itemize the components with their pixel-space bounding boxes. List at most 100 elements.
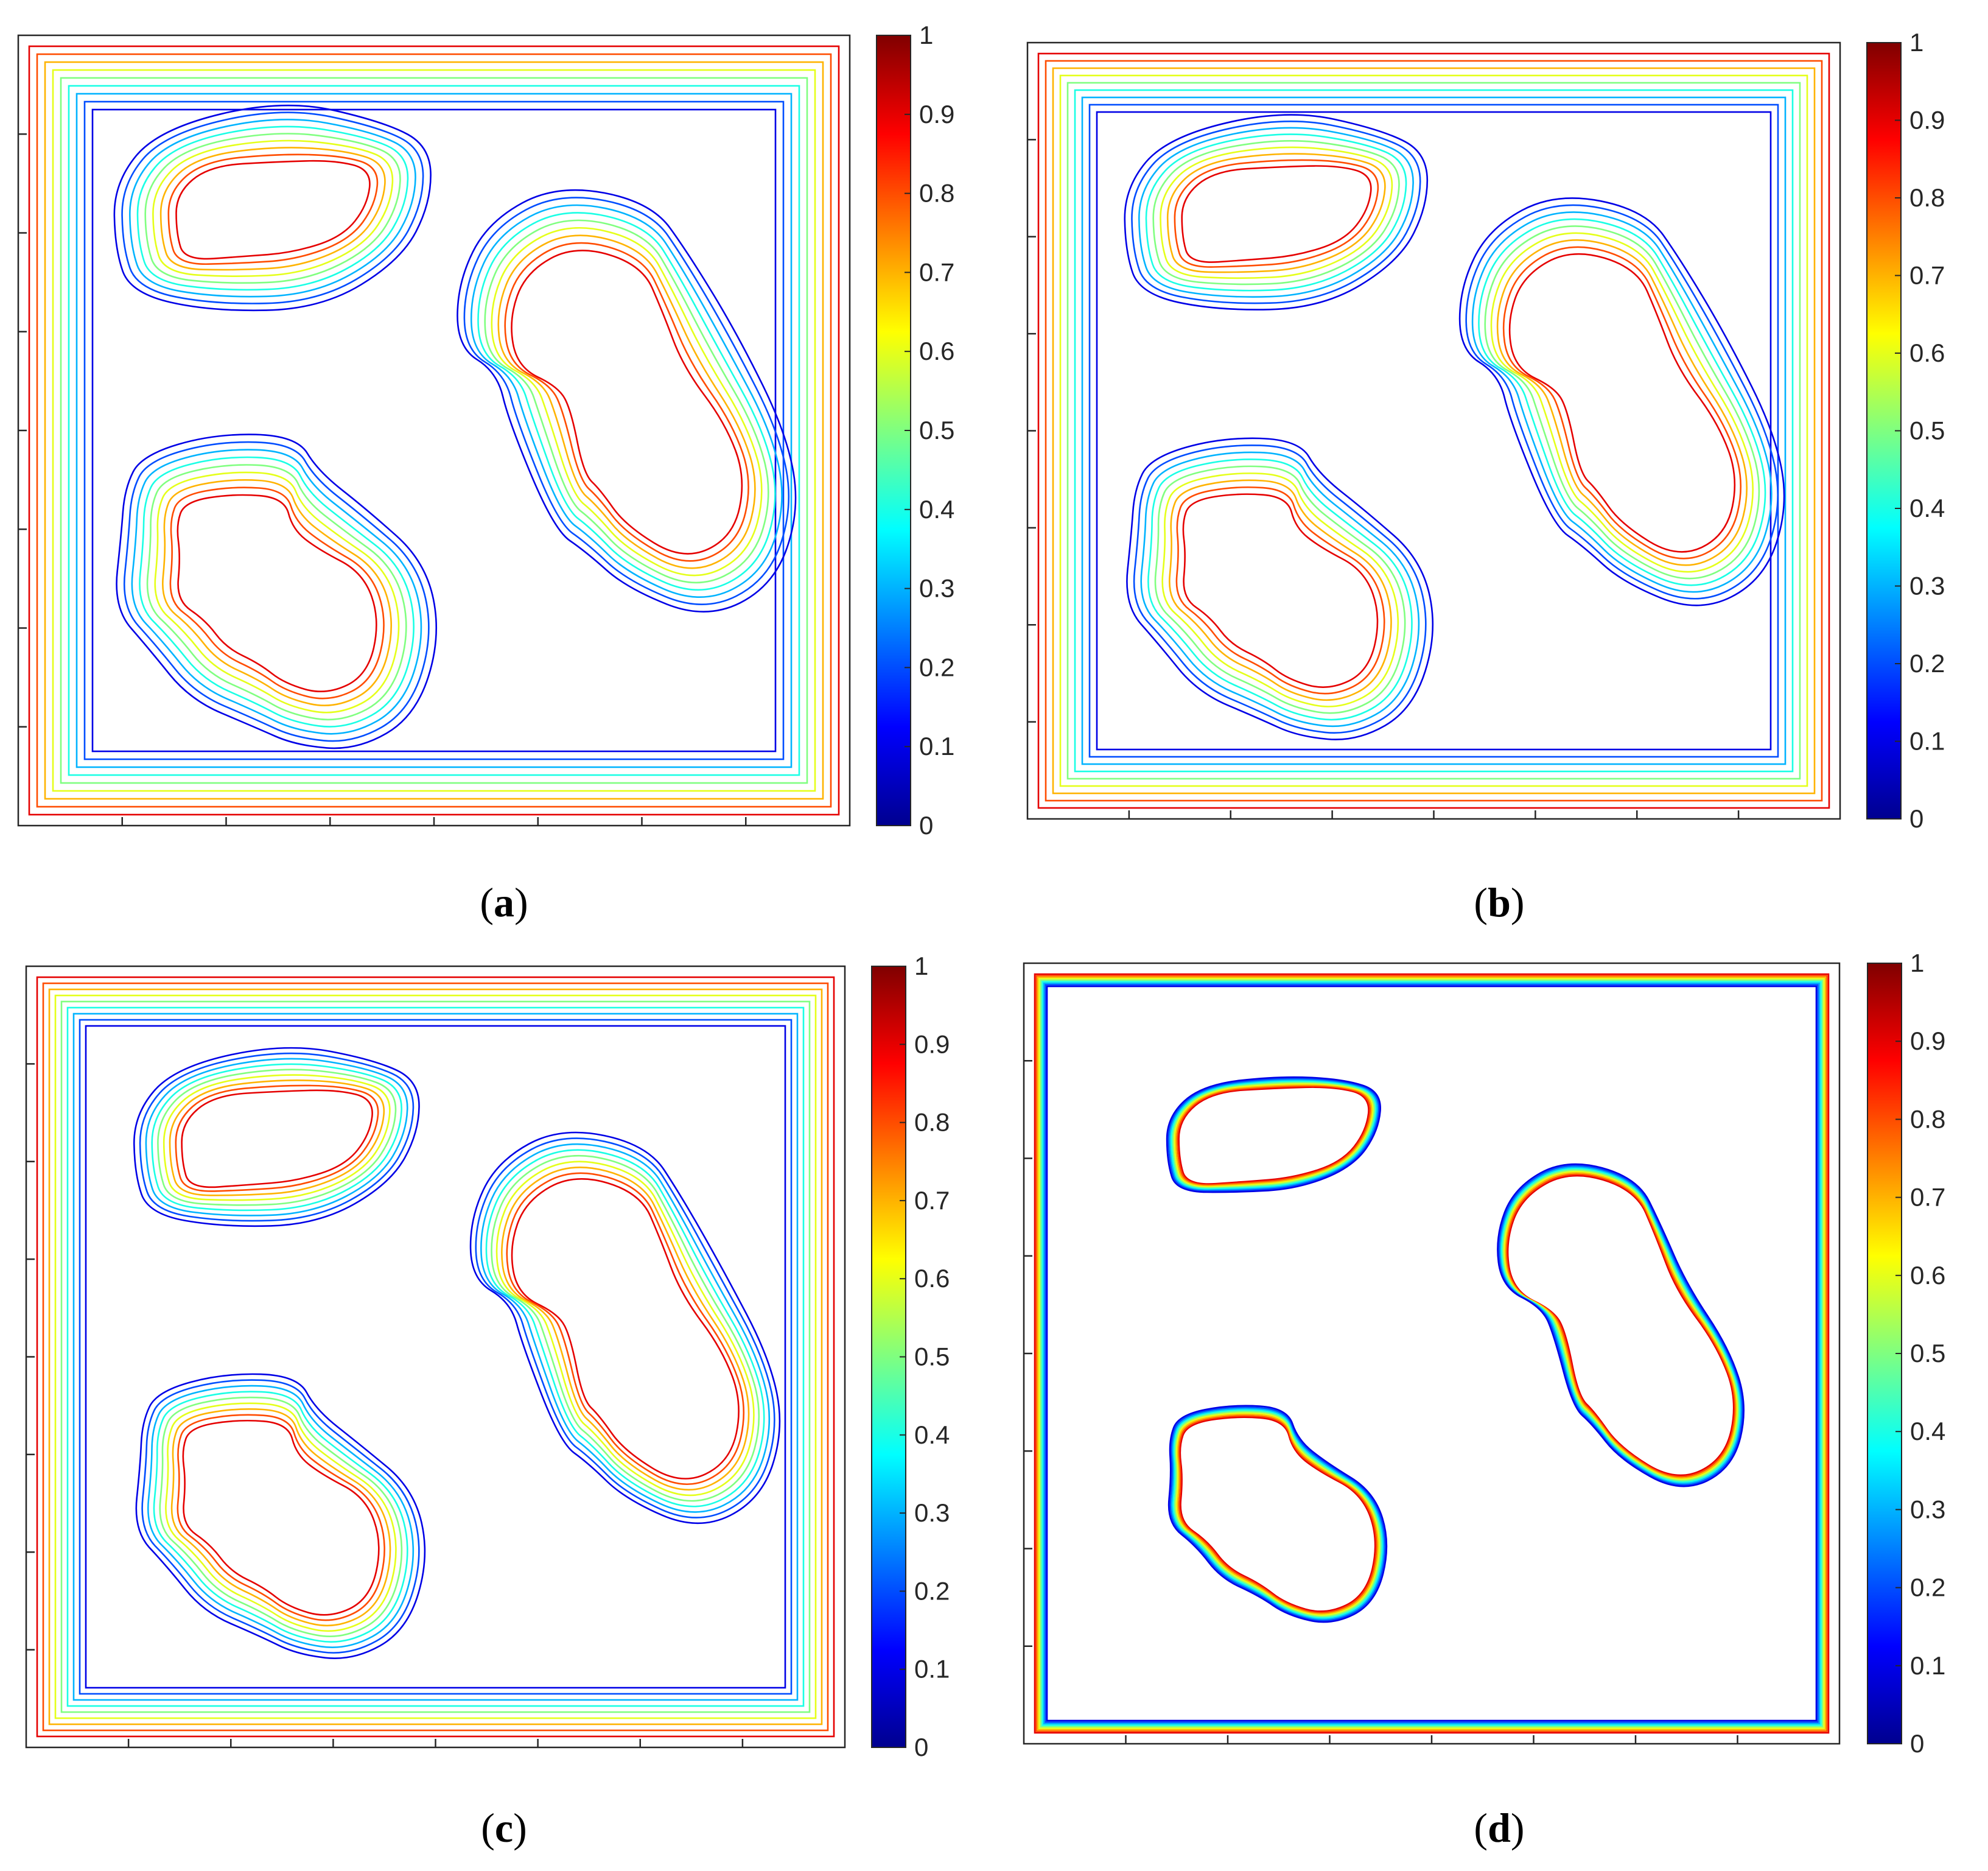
blob-bottom-left-contour-0.5 [146, 464, 407, 721]
contours-d [1034, 973, 1830, 1734]
blob-top-left-contour-0.7 [1166, 153, 1386, 273]
blob-top-left-contour-0.6 [1160, 146, 1393, 279]
frame-contour-0.8 [42, 982, 829, 1732]
blob-right-contour-0.2 [1465, 204, 1779, 600]
colorbar-tick-label: 1 [919, 21, 933, 49]
blob-bottom-left-contour-0.7 [170, 1408, 391, 1627]
blob-right-contour-0.5 [491, 1154, 760, 1502]
blob-bottom-left-contour-0.4 [1172, 1409, 1384, 1619]
blob-top-left-contour-0.7 [169, 1079, 385, 1196]
colorbar-tick-label: 0.7 [914, 1186, 950, 1215]
blob-top-left-contour-0.2 [1131, 120, 1421, 304]
blob-right-contour-0.6 [1503, 1170, 1738, 1481]
frame-contour-0.6 [1038, 978, 1825, 1729]
blob-right-contour-0.5 [1502, 1169, 1740, 1482]
blob-top-left-contour-0.1 [1124, 114, 1429, 311]
frame-contour-0.4 [1041, 981, 1822, 1726]
frame-contour-0.9 [1034, 973, 1830, 1734]
frame-contour-0.2 [79, 1019, 793, 1695]
colorbar-tick-label: 0.5 [1909, 416, 1945, 445]
blob-top-left-contour-0.5 [157, 1069, 397, 1206]
blob-right-contour-0.7 [497, 234, 756, 569]
panel-b: 0 0.1 0.2 0.3 0.4 0.5 0.6 0.7 0.8 0.9 1 (b) [1026, 28, 1945, 925]
panel-label-a: (a) [480, 879, 528, 925]
blob-right-contour-0.6 [491, 226, 763, 577]
blob-top-left-contour-0.1 [1166, 1076, 1381, 1193]
blob-bottom-left-contour-0.6 [1161, 472, 1399, 707]
frame-contour-0.4 [1074, 89, 1794, 773]
frame-contour-0.5 [1040, 979, 1824, 1728]
blob-top-left-contour-0.8 [167, 153, 379, 265]
colorbar-tick-label: 0.8 [1909, 183, 1945, 212]
colorbar-tick-label: 0.9 [1909, 106, 1945, 135]
blob-right-contour-0.3 [480, 1143, 771, 1513]
colorbar-tick-label: 0.9 [914, 1030, 950, 1058]
blob-right-contour-0.3 [1471, 211, 1773, 593]
blob-bottom-left-contour-0.3 [1140, 451, 1420, 728]
blob-right-contour-0.8 [1502, 246, 1742, 560]
colorbar-tick-label: 0.1 [1910, 1651, 1945, 1680]
blob-top-left-contour-0.3 [128, 119, 416, 298]
colorbar-tick-label: 0.6 [1910, 1261, 1945, 1290]
colorbar-tick-label: 0.7 [919, 258, 954, 286]
frame-contour-0.5 [60, 77, 808, 784]
blob-top-left-contour-0.5 [1152, 140, 1400, 286]
colorbar-tick-label: 0.7 [1909, 261, 1945, 290]
colorbar-tick-label: 1 [1910, 949, 1924, 977]
colorbar-tick-label: 0.8 [1910, 1104, 1945, 1133]
blob-top-left-contour-0.8 [1174, 159, 1379, 268]
colorbar-tick-label: 0.8 [919, 179, 954, 208]
blob-bottom-left-contour-0.8 [1175, 486, 1385, 695]
blob-right-contour-0.5 [484, 219, 769, 584]
blob-right-contour-0.4 [477, 212, 776, 591]
blob-top-left-contour-0.1 [133, 1047, 420, 1227]
colorbar-tick-label: 0.3 [1909, 572, 1945, 600]
blob-top-left-contour-0.5 [144, 133, 401, 284]
blob-bottom-left-contour-0.8 [169, 486, 385, 700]
blob-right-contour-0.8 [506, 1172, 745, 1486]
frame-contour-0.9 [1037, 52, 1830, 809]
frame-contour-0.3 [75, 93, 793, 768]
colorbar-tick-label: 0.1 [914, 1655, 950, 1683]
frame-contour-0.9 [36, 976, 835, 1738]
colorbar-tick-label: 0.1 [1909, 727, 1945, 756]
frame-contour-0.4 [66, 1006, 805, 1707]
panel-d: 0 0.1 0.2 0.3 0.4 0.5 0.6 0.7 0.8 0.9 1 (d) [1023, 949, 1945, 1851]
blob-right-contour-0.9 [1508, 253, 1736, 553]
frame-contour-0.6 [54, 994, 817, 1719]
blob-top-left-contour-0.2 [1167, 1078, 1380, 1192]
frame-contour-0.7 [1037, 976, 1827, 1731]
blob-bottom-left-contour-0.4 [153, 1391, 408, 1643]
blob-top-left-contour-0.2 [121, 111, 424, 304]
blob-top-left-contour-0.6 [163, 1074, 391, 1201]
colorbar-tick-label: 0.3 [914, 1498, 950, 1527]
blob-right-contour-0.1 [469, 1131, 781, 1524]
blob-bottom-left-contour-0.1 [1167, 1405, 1388, 1623]
blob-bottom-left-contour-0.3 [131, 449, 422, 735]
colorbar-tick-label: 0.1 [919, 732, 954, 760]
frame-contour-0.8 [1045, 60, 1823, 802]
contours-b [1037, 52, 1830, 809]
blob-top-left-contour-0.4 [151, 1063, 402, 1212]
blob-right-contour-0.3 [1499, 1166, 1742, 1484]
colorbar-tick-label: 0.2 [914, 1576, 950, 1605]
colorbar-tick-label: 0.6 [914, 1264, 950, 1293]
blob-bottom-left-contour-0.2 [1169, 1406, 1386, 1622]
frame-contour-0.2 [1088, 104, 1779, 758]
blob-bottom-left-contour-0.9 [1179, 1416, 1376, 1612]
frame-contour-0.3 [72, 1013, 799, 1701]
blob-right-contour-0.7 [1504, 1172, 1737, 1479]
blob-top-left-contour-0.1 [113, 104, 432, 312]
blob-right-contour-0.3 [470, 204, 783, 598]
blob-bottom-left-contour-0.8 [1178, 1415, 1377, 1613]
colorbar-tick-label: 0 [1910, 1729, 1924, 1758]
blob-bottom-left-contour-0.2 [1133, 444, 1427, 734]
blob-right-contour-0.5 [1484, 225, 1760, 580]
blob-top-left-contour-0.9 [181, 1089, 373, 1188]
frame-contour-0.5 [1066, 82, 1801, 780]
panel-label-d: (d) [1474, 1805, 1524, 1851]
blob-bottom-left-contour-0.7 [1169, 479, 1392, 701]
blob-right-contour-0.7 [501, 1167, 750, 1491]
plot-area-a [17, 34, 851, 827]
